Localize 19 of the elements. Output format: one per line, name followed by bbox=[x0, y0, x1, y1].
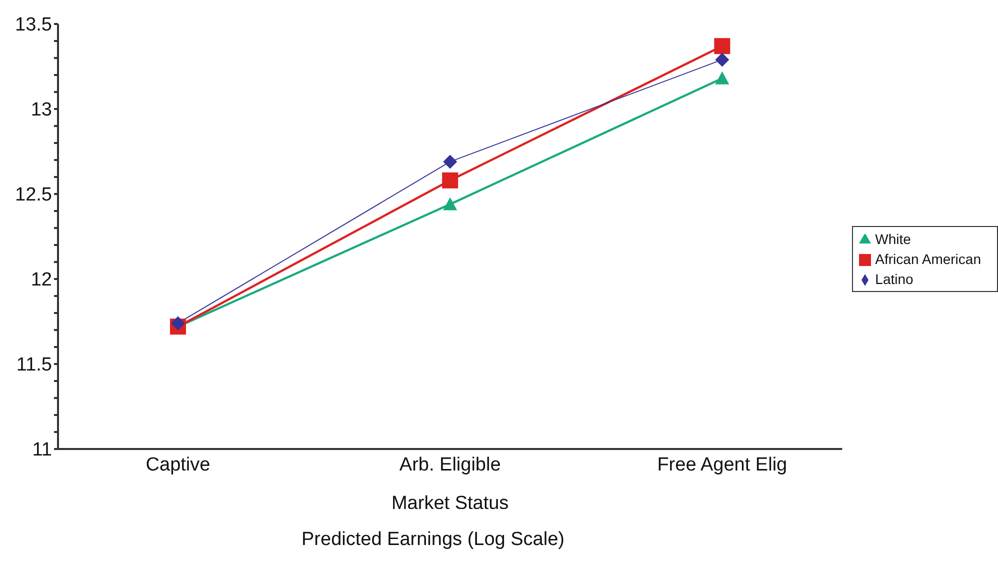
point bbox=[443, 154, 458, 169]
legend-label: African American bbox=[875, 250, 981, 266]
x-tick-label: Free Agent Elig bbox=[657, 454, 788, 476]
y-tick-label: 13 bbox=[30, 100, 52, 121]
point bbox=[442, 172, 458, 188]
text: Predicted Earnings (Log Scale) bbox=[300, 529, 566, 551]
y-tick-label: 12.5 bbox=[15, 184, 52, 206]
x-tick-label: Captive bbox=[146, 454, 210, 476]
y-tick-label: 11.5 bbox=[16, 354, 52, 376]
x-axis-title: Market Status bbox=[391, 493, 509, 514]
legend-label: White bbox=[875, 230, 911, 246]
point bbox=[714, 38, 730, 54]
x-tick-label: Arb. Eligible bbox=[399, 454, 501, 476]
point bbox=[171, 316, 185, 330]
point bbox=[715, 52, 730, 67]
legend-label: Latino bbox=[875, 270, 914, 286]
y-tick-label: 13.5 bbox=[15, 14, 52, 36]
y-tick-label: 11 bbox=[32, 440, 52, 461]
y-tick-label: 12 bbox=[30, 270, 52, 291]
